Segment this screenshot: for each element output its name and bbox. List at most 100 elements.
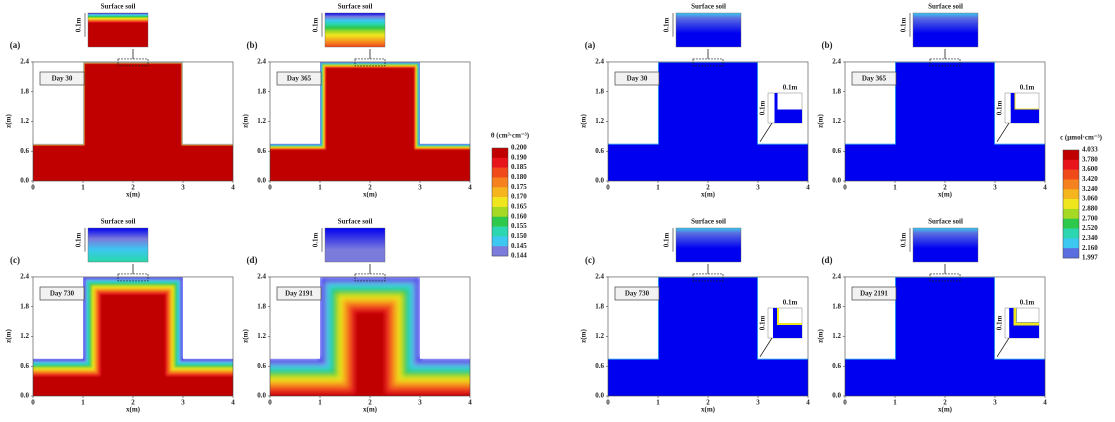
y-tick-label: 0.6 (595, 147, 604, 155)
x-tick-label: 0 (31, 184, 35, 192)
colorbar-block (492, 157, 508, 168)
corner-core (774, 93, 802, 123)
x-tick-label: 2 (706, 399, 710, 407)
y-tick-label: 1.8 (595, 87, 604, 95)
inset-scale: 0.1m (312, 17, 320, 32)
y-axis-label: z(m) (580, 114, 588, 128)
colorbar-block (1063, 199, 1079, 210)
day-label: Day 365 (862, 75, 887, 83)
x-tick-label: 3 (418, 399, 422, 407)
field-bands (33, 276, 233, 396)
y-tick-label: 1.2 (20, 332, 29, 340)
x-axis-label: x(m) (938, 406, 953, 414)
panel-label: (a) (585, 40, 596, 50)
field (845, 276, 1045, 396)
x-axis-label: x(m) (938, 191, 953, 199)
x-tick-label: 1 (318, 399, 322, 407)
field-band (608, 61, 808, 181)
y-tick-label: 0.0 (20, 392, 29, 400)
x-tick-label: 1 (656, 399, 660, 407)
y-tick-label: 1.2 (595, 332, 604, 340)
x-tick-label: 4 (806, 184, 810, 192)
corner-scale: 0.1m (1020, 84, 1035, 92)
y-tick-label: 2.4 (832, 273, 841, 281)
day-box (276, 286, 322, 301)
y-tick-label: 0.0 (595, 392, 604, 400)
x-tick-label: 2 (368, 399, 372, 407)
corner-arrow (996, 337, 1010, 358)
y-tick-label: 0.0 (595, 177, 604, 185)
y-tick-label: 2.4 (595, 273, 604, 281)
y-tick-label: 0.0 (257, 392, 266, 400)
colorbar-frame (491, 147, 509, 257)
day-box (276, 71, 322, 86)
y-axis-label: z(m) (5, 114, 13, 128)
day-label: Day 2191 (860, 290, 888, 298)
x-tick-label: 3 (181, 399, 185, 407)
surface-edge (845, 61, 1045, 145)
x-tick-label: 1 (893, 399, 897, 407)
y-tick-label: 1.8 (595, 302, 604, 310)
colorbar-label: 0.180 (511, 173, 527, 181)
x-tick-label: 0 (843, 184, 847, 192)
x-tick-label: 4 (468, 184, 472, 192)
colorbar-label: 3.060 (1082, 195, 1098, 203)
x-tick-label: 1 (656, 184, 660, 192)
y-tick-label: 0.6 (20, 362, 29, 370)
x-tick-label: 1 (81, 399, 85, 407)
y-tick-label: 1.8 (832, 302, 841, 310)
x-tick-label: 2 (131, 184, 135, 192)
panel-label: (d) (247, 255, 258, 265)
x-tick-label: 0 (606, 399, 610, 407)
day-box (39, 286, 85, 301)
x-tick-label: 0 (31, 399, 35, 407)
colorbar-block (492, 148, 508, 159)
colorbar-label: 0.185 (511, 163, 527, 171)
colorbar-label: 2.700 (1082, 214, 1098, 222)
colorbar-block (492, 197, 508, 208)
corner-scale: 0.1m (783, 84, 798, 92)
y-axis-label: z(m) (5, 329, 13, 343)
colorbar-label: 0.190 (511, 153, 527, 161)
surface-inset (912, 12, 979, 48)
day-box (851, 286, 897, 301)
field-band (33, 63, 233, 181)
colorbar-label: 3.420 (1082, 175, 1098, 183)
inset-title: Surface soil (928, 218, 963, 226)
y-tick-label: 0.6 (832, 362, 841, 370)
inset-title: Surface soil (691, 218, 726, 226)
x-tick-label: 4 (231, 184, 235, 192)
colorbar-block (1063, 208, 1079, 220)
inset-title: Surface soil (338, 3, 373, 11)
colorbar-block (492, 216, 508, 227)
inset-title: Surface soil (101, 218, 136, 226)
colorbar-label: 4.033 (1082, 146, 1098, 154)
colorbar-label: 0.155 (511, 222, 527, 230)
y-tick-label: 2.4 (832, 58, 841, 66)
colorbar-label: 3.600 (1082, 165, 1098, 173)
surface-edge (608, 61, 808, 145)
colorbar-label: 2.160 (1082, 244, 1098, 252)
inset-scale: 0.1m (900, 17, 908, 32)
panel-label: (c) (10, 255, 20, 265)
field-bands (33, 61, 233, 181)
panel-label: (a) (10, 40, 21, 50)
corner-scale: 0.1m (1020, 299, 1035, 307)
inset-scale: 0.1m (75, 232, 83, 247)
colorbar-title: c (μmol·cm⁻³) (1060, 134, 1102, 142)
surface-inset (675, 227, 742, 263)
x-axis-label: x(m) (126, 406, 141, 414)
colorbar-block (1063, 159, 1079, 170)
corner-peak (1014, 93, 1039, 110)
colorbar-block (492, 246, 508, 257)
y-axis-label: z(m) (817, 114, 825, 128)
panel-label: (b) (247, 40, 258, 50)
colorbar-block (492, 167, 508, 178)
field (33, 276, 233, 396)
colorbar-label: 3.780 (1082, 155, 1098, 163)
y-tick-label: 0.6 (595, 362, 604, 370)
panel-label: (b) (822, 40, 833, 50)
inset-title: Surface soil (101, 3, 136, 11)
x-tick-label: 0 (843, 399, 847, 407)
field (33, 61, 233, 181)
